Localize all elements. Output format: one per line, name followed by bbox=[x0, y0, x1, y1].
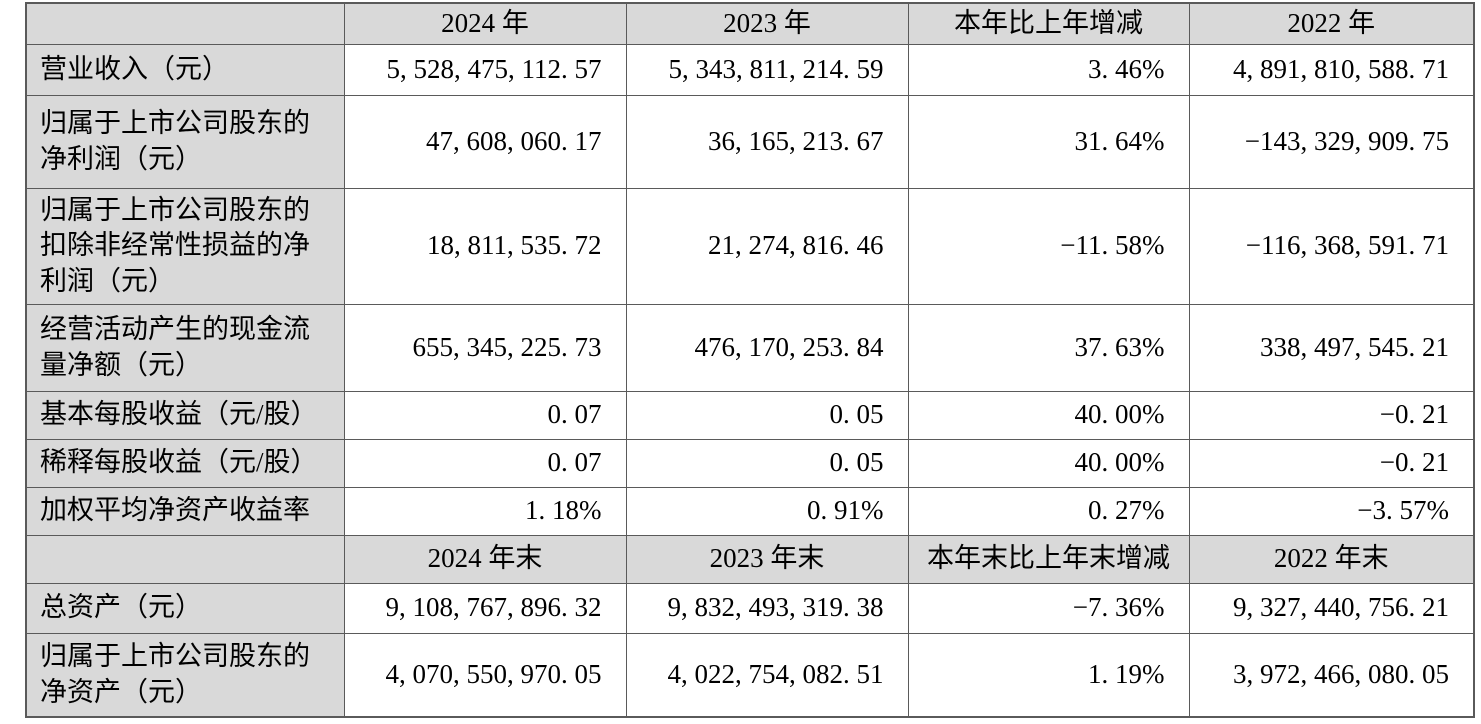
header-cell: 2023 年 bbox=[625, 2, 909, 45]
row-label-cell: 归属于上市公司股东的扣除非经常性损益的净利润（元） bbox=[25, 187, 345, 305]
table-row: 归属于上市公司股东的净利润（元） 47, 608, 060. 17 36, 165,… bbox=[25, 94, 1475, 189]
header-cell: 本年比上年增减 bbox=[907, 2, 1190, 45]
row-label-cell: 总资产（元） bbox=[25, 582, 345, 634]
row-label-cell: 归属于上市公司股东的净资产（元） bbox=[25, 632, 345, 718]
row-label-cell: 稀释每股收益（元/股） bbox=[25, 438, 345, 488]
value-cell: 4, 022, 754, 082. 51 bbox=[625, 632, 909, 718]
table-row: 经营活动产生的现金流量净额（元） 655, 345, 225. 73 476, 17… bbox=[25, 303, 1475, 392]
table-row: 加权平均净资产收益率 1. 18% 0. 91% 0. 27% −3. 57% bbox=[25, 486, 1475, 536]
value-cell: 1. 18% bbox=[343, 486, 627, 536]
header-cell: 2022 年 bbox=[1188, 2, 1475, 45]
table-header-row: 2024 年 2023 年本年比上年增减 2022 年 bbox=[25, 2, 1475, 45]
table-row: 总资产（元） 9, 108, 767, 896. 32 9, 832, 493, 3… bbox=[25, 582, 1475, 634]
value-cell: 21, 274, 816. 46 bbox=[625, 187, 909, 305]
value-cell: −7. 36% bbox=[907, 582, 1190, 634]
value-cell: 37. 63% bbox=[907, 303, 1190, 392]
value-cell: −3. 57% bbox=[1188, 486, 1475, 536]
value-cell: −0. 21 bbox=[1188, 438, 1475, 488]
value-cell: 5, 343, 811, 214. 59 bbox=[625, 43, 909, 96]
table-header-row: 2024 年末 2023 年末 本年末比上年末增减 2022 年末 bbox=[25, 534, 1475, 584]
table-row: 稀释每股收益（元/股） 0. 07 0. 05 40. 00% −0. 21 bbox=[25, 438, 1475, 488]
table-row: 基本每股收益（元/股） 0. 07 0. 05 40. 00% −0. 21 bbox=[25, 390, 1475, 440]
value-cell: 40. 00% bbox=[907, 438, 1190, 488]
value-cell: −0. 21 bbox=[1188, 390, 1475, 440]
value-cell: 0. 07 bbox=[343, 390, 627, 440]
value-cell: −116, 368, 591. 71 bbox=[1188, 187, 1475, 305]
header-cell: 2024 年 bbox=[343, 2, 627, 45]
header-cell: 2024 年末 bbox=[343, 534, 627, 584]
value-cell: −143, 329, 909. 75 bbox=[1188, 94, 1475, 189]
financial-summary-table-body: 2024 年 2023 年本年比上年增减 2022 年营业收入（元） 5, 528, … bbox=[25, 2, 1475, 718]
value-cell: 47, 608, 060. 17 bbox=[343, 94, 627, 189]
value-cell: 5, 528, 475, 112. 57 bbox=[343, 43, 627, 96]
header-corner-cell bbox=[25, 2, 345, 45]
table-row: 归属于上市公司股东的净资产（元） 4, 070, 550, 970. 05 4, 0… bbox=[25, 632, 1475, 718]
value-cell: 0. 27% bbox=[907, 486, 1190, 536]
header-cell: 本年末比上年末增减 bbox=[907, 534, 1190, 584]
value-cell: 0. 05 bbox=[625, 438, 909, 488]
row-label-cell: 基本每股收益（元/股） bbox=[25, 390, 345, 440]
table-row: 营业收入（元） 5, 528, 475, 112. 57 5, 343, 811, … bbox=[25, 43, 1475, 96]
value-cell: 9, 832, 493, 319. 38 bbox=[625, 582, 909, 634]
value-cell: −11. 58% bbox=[907, 187, 1190, 305]
header-corner-cell bbox=[25, 534, 345, 584]
value-cell: 0. 07 bbox=[343, 438, 627, 488]
table-row: 归属于上市公司股东的扣除非经常性损益的净利润（元） 18, 811, 535. 7… bbox=[25, 187, 1475, 305]
value-cell: 36, 165, 213. 67 bbox=[625, 94, 909, 189]
row-label-cell: 经营活动产生的现金流量净额（元） bbox=[25, 303, 345, 392]
header-cell: 2022 年末 bbox=[1188, 534, 1475, 584]
value-cell: 1. 19% bbox=[907, 632, 1190, 718]
value-cell: 31. 64% bbox=[907, 94, 1190, 189]
value-cell: 4, 070, 550, 970. 05 bbox=[343, 632, 627, 718]
row-label-cell: 归属于上市公司股东的净利润（元） bbox=[25, 94, 345, 189]
value-cell: 476, 170, 253. 84 bbox=[625, 303, 909, 392]
value-cell: 3, 972, 466, 080. 05 bbox=[1188, 632, 1475, 718]
value-cell: 3. 46% bbox=[907, 43, 1190, 96]
row-label-cell: 营业收入（元） bbox=[25, 43, 345, 96]
value-cell: 40. 00% bbox=[907, 390, 1190, 440]
header-cell: 2023 年末 bbox=[625, 534, 909, 584]
value-cell: 9, 108, 767, 896. 32 bbox=[343, 582, 627, 634]
value-cell: 0. 05 bbox=[625, 390, 909, 440]
value-cell: 4, 891, 810, 588. 71 bbox=[1188, 43, 1475, 96]
row-label-cell: 加权平均净资产收益率 bbox=[25, 486, 345, 536]
value-cell: 9, 327, 440, 756. 21 bbox=[1188, 582, 1475, 634]
value-cell: 0. 91% bbox=[625, 486, 909, 536]
value-cell: 338, 497, 545. 21 bbox=[1188, 303, 1475, 392]
financial-summary-table: 2024 年 2023 年本年比上年增减 2022 年营业收入（元） 5, 528, … bbox=[25, 2, 1475, 718]
value-cell: 18, 811, 535. 72 bbox=[343, 187, 627, 305]
value-cell: 655, 345, 225. 73 bbox=[343, 303, 627, 392]
